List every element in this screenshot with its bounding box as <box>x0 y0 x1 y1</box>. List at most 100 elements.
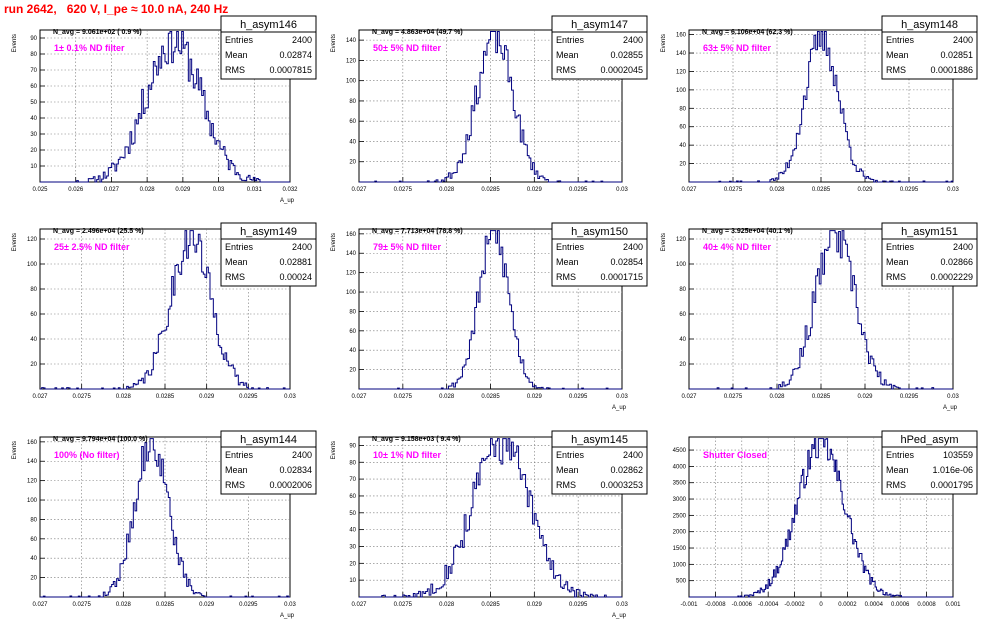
stat-label: Mean <box>886 50 909 60</box>
stat-label: Entries <box>556 35 585 45</box>
x-tick-label: 0.0275 <box>394 602 413 608</box>
stat-value: 103559 <box>943 450 973 460</box>
x-tick-label: 0.028 <box>439 602 455 608</box>
x-tick-label: 0.03 <box>213 187 225 193</box>
y-tick-label: 80 <box>349 309 356 315</box>
stat-box <box>551 222 648 287</box>
stat-value: 0.00024 <box>279 272 312 282</box>
y-tick-label: 120 <box>27 237 38 243</box>
navg-label: N_avg = 2.496e+04 (25.5 %) <box>53 228 144 235</box>
y-tick-label: 20 <box>349 561 356 567</box>
y-tick-label: 100 <box>676 88 687 94</box>
filter-label: 1± 0.1% ND filter <box>54 43 125 53</box>
y-tick-label: 2000 <box>673 530 687 536</box>
stat-value: 1.016e-06 <box>932 465 973 475</box>
x-tick-label: 0.029 <box>857 394 873 400</box>
y-tick-label: 50 <box>349 511 356 517</box>
y-axis-title: Events <box>12 34 18 52</box>
stat-label: RMS <box>556 272 576 282</box>
y-tick-label: 30 <box>30 132 37 138</box>
y-tick-label: 40 <box>679 143 686 149</box>
y-axis-title: Events <box>331 441 337 459</box>
y-tick-label: 160 <box>27 440 38 446</box>
y-tick-label: 100 <box>27 262 38 268</box>
navg-label: N_avg = 9.158e+03 ( 9.4 %) <box>372 436 461 443</box>
x-tick-label: 0.0295 <box>569 602 588 608</box>
x-axis-title: A_up <box>280 198 295 204</box>
stat-label: Mean <box>556 50 579 60</box>
histogram-name: h_asym150 <box>571 226 628 238</box>
stat-value: 2400 <box>292 35 312 45</box>
histogram-series <box>359 31 622 183</box>
y-tick-label: 100 <box>676 262 687 268</box>
x-tick-label: 0.0295 <box>239 394 258 400</box>
stat-box <box>551 15 648 80</box>
x-tick-label: -0.0002 <box>784 602 805 608</box>
filter-label: 100% (No filter) <box>54 450 120 460</box>
stat-value: 0.0002045 <box>600 65 643 75</box>
y-tick-label: 2500 <box>673 513 687 519</box>
x-tick-label: 0.0295 <box>900 187 919 193</box>
x-tick-label: -0.0006 <box>732 602 753 608</box>
x-tick-label: 0.0285 <box>481 187 500 193</box>
y-tick-label: 140 <box>346 251 357 257</box>
stat-value: 0.02862 <box>610 465 643 475</box>
x-tick-label: 0.03 <box>947 394 959 400</box>
x-tick-label: 0.0285 <box>481 394 500 400</box>
x-tick-label: 0.028 <box>439 187 455 193</box>
stat-box <box>220 15 317 80</box>
x-tick-label: -0.0008 <box>705 602 726 608</box>
x-axis-title: A_up <box>280 613 295 619</box>
y-tick-label: 160 <box>346 232 357 238</box>
stat-value: 0.0002006 <box>269 480 312 490</box>
y-tick-label: 20 <box>679 362 686 368</box>
stat-value: 0.0001795 <box>930 480 973 490</box>
x-tick-label: 0.001 <box>945 602 961 608</box>
y-tick-label: 20 <box>679 162 686 168</box>
y-tick-label: 10 <box>30 164 37 170</box>
y-tick-label: 80 <box>349 99 356 105</box>
stat-label: RMS <box>886 65 906 75</box>
stat-label: RMS <box>225 480 245 490</box>
filter-label: 63± 5% ND filter <box>703 43 771 53</box>
stat-label: RMS <box>886 480 906 490</box>
x-tick-label: 0.03 <box>284 394 296 400</box>
x-tick-label: 0.0285 <box>812 187 831 193</box>
x-tick-label: 0.028 <box>140 187 156 193</box>
x-tick-label: 0.03 <box>616 394 628 400</box>
x-tick-label: 0.029 <box>199 394 215 400</box>
x-tick-label: 0.032 <box>282 187 298 193</box>
x-tick-label: 0.03 <box>616 187 628 193</box>
y-tick-label: 40 <box>30 337 37 343</box>
y-tick-label: 160 <box>676 33 687 39</box>
stat-value: 0.02854 <box>610 257 643 267</box>
stat-value: 0.0007815 <box>269 65 312 75</box>
stat-value: 2400 <box>953 35 973 45</box>
x-tick-label: 0.025 <box>32 187 48 193</box>
stat-value: 0.02881 <box>279 257 312 267</box>
x-tick-label: 0.029 <box>527 602 543 608</box>
y-tick-label: 100 <box>27 498 38 504</box>
y-tick-label: 120 <box>346 271 357 277</box>
x-tick-label: 0.027 <box>351 394 367 400</box>
stat-value: 2400 <box>623 35 643 45</box>
y-tick-label: 1000 <box>673 562 687 568</box>
y-axis-title: Events <box>331 34 337 52</box>
x-tick-label: 0.0006 <box>891 602 910 608</box>
navg-label: N_avg = 4.863e+04 (49.7 %) <box>372 29 463 36</box>
x-tick-label: 0.0004 <box>865 602 884 608</box>
stat-box <box>551 430 648 495</box>
stat-value: 0.0003253 <box>600 480 643 490</box>
histogram-series <box>40 31 290 183</box>
histogram-name: h_asym149 <box>240 226 297 238</box>
stat-value: 0.02851 <box>940 50 973 60</box>
y-tick-label: 60 <box>349 494 356 500</box>
y-tick-label: 60 <box>30 537 37 543</box>
navg-label: N_avg = 6.106e+04 (62.3 %) <box>702 29 793 36</box>
x-tick-label: 0.0285 <box>156 602 175 608</box>
y-tick-label: 40 <box>30 116 37 122</box>
histogram-series <box>359 438 622 598</box>
histogram-series <box>689 438 953 598</box>
x-tick-label: 0.027 <box>681 187 697 193</box>
